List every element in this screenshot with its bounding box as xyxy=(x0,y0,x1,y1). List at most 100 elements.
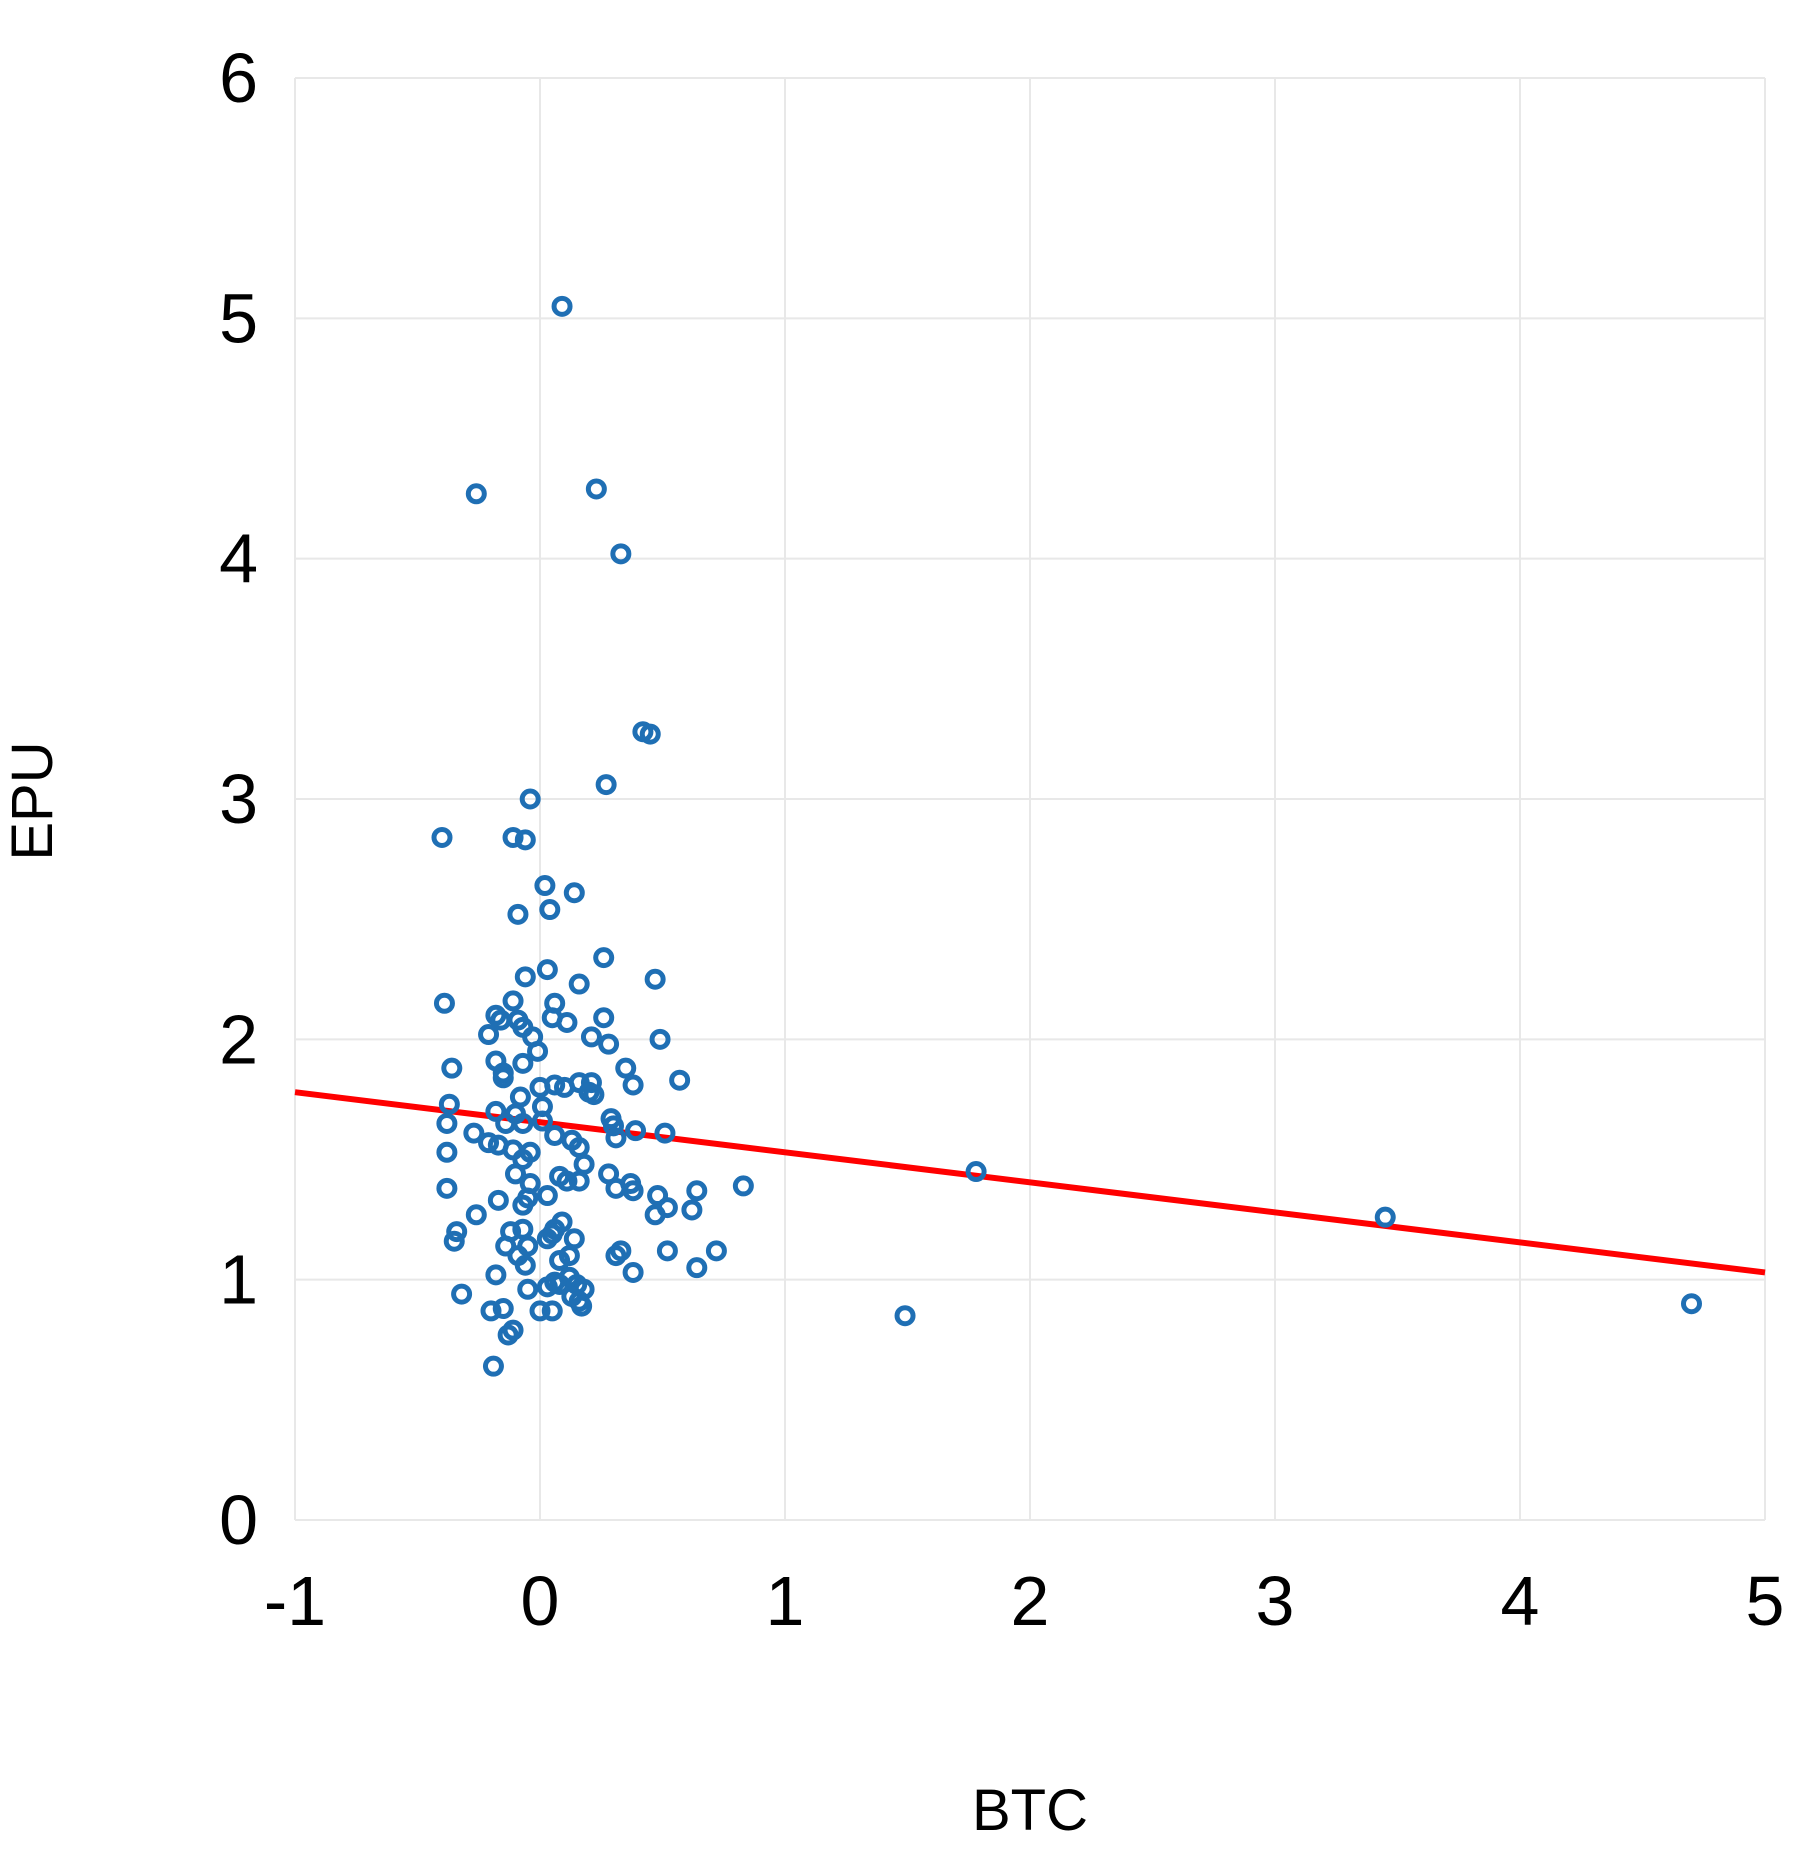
trendline-group xyxy=(294,1089,1766,1276)
data-point xyxy=(443,1230,465,1252)
data-point xyxy=(480,1300,502,1322)
data-point xyxy=(478,1132,500,1154)
y-tick-label: 3 xyxy=(219,760,258,838)
data-point xyxy=(451,1283,473,1305)
data-point xyxy=(519,788,541,810)
data-point xyxy=(625,1120,647,1142)
data-point xyxy=(505,1163,526,1185)
data-point xyxy=(610,543,632,565)
data-point xyxy=(507,903,529,925)
data-point xyxy=(438,1093,460,1115)
data-point xyxy=(654,1122,676,1144)
data-point xyxy=(478,1024,500,1046)
trendline xyxy=(294,1089,1766,1276)
data-point xyxy=(492,1298,514,1320)
data-point xyxy=(622,1180,644,1202)
data-point xyxy=(615,1057,637,1079)
data-point xyxy=(502,826,524,848)
data-point xyxy=(536,1185,558,1207)
y-axis-title: EPU xyxy=(0,741,65,860)
x-tick-label: 2 xyxy=(1011,1562,1050,1640)
data-point xyxy=(509,1086,531,1108)
data-point xyxy=(539,899,561,921)
data-point xyxy=(436,1141,458,1163)
data-point xyxy=(605,1245,627,1267)
data-point xyxy=(549,1249,571,1271)
data-point xyxy=(894,1305,916,1327)
data-point xyxy=(544,1124,566,1146)
data-point xyxy=(512,1112,534,1134)
data-point xyxy=(495,1112,517,1134)
data-point xyxy=(492,1067,514,1089)
data-point xyxy=(536,1276,558,1298)
data-point xyxy=(512,1218,534,1240)
y-tick-label: 5 xyxy=(219,279,258,357)
data-point xyxy=(495,1235,517,1257)
data-point xyxy=(502,990,524,1012)
data-point xyxy=(603,1115,624,1137)
data-points xyxy=(431,295,1702,1377)
data-point xyxy=(605,1127,627,1149)
data-point xyxy=(598,1033,620,1055)
y-tick-label: 4 xyxy=(219,520,258,598)
data-point xyxy=(593,1007,615,1029)
data-point xyxy=(482,1355,504,1377)
data-point xyxy=(644,968,666,990)
x-tick-label: -1 xyxy=(264,1562,326,1640)
x-tick-label: 0 xyxy=(521,1562,560,1640)
data-point xyxy=(556,1012,578,1034)
y-tick-label: 6 xyxy=(219,39,258,117)
data-point xyxy=(517,1278,539,1300)
data-point xyxy=(446,1221,468,1243)
data-point xyxy=(686,1257,708,1279)
x-tick-label: 4 xyxy=(1501,1562,1540,1640)
x-tick-label: 3 xyxy=(1256,1562,1295,1640)
data-point xyxy=(622,1074,644,1096)
gridlines xyxy=(294,77,1766,1521)
y-axis-ticks: 0 1 2 3 4 5 6 xyxy=(219,39,258,1559)
data-point xyxy=(583,1084,605,1106)
data-point xyxy=(647,1185,669,1207)
data-point xyxy=(644,1204,666,1226)
data-point xyxy=(1681,1293,1702,1315)
data-point xyxy=(639,723,661,745)
data-point xyxy=(436,1177,458,1199)
data-point xyxy=(580,1072,602,1094)
data-point xyxy=(541,1300,563,1322)
y-tick-label: 2 xyxy=(219,1000,258,1078)
data-point xyxy=(433,992,455,1014)
data-point xyxy=(527,1040,549,1062)
data-point xyxy=(563,882,585,904)
y-tick-label: 1 xyxy=(219,1241,258,1319)
data-point xyxy=(593,947,615,969)
data-point xyxy=(585,478,607,500)
data-point xyxy=(669,1069,691,1091)
x-axis-ticks: -1 0 1 2 3 4 5 xyxy=(264,1562,1785,1640)
data-point xyxy=(556,1170,578,1192)
data-point xyxy=(622,1261,644,1283)
data-point xyxy=(465,483,487,505)
data-point xyxy=(681,1199,703,1221)
data-point xyxy=(529,1300,551,1322)
data-point xyxy=(531,1110,553,1132)
data-point xyxy=(686,1180,708,1202)
data-point xyxy=(536,959,558,981)
data-point xyxy=(514,829,536,851)
data-point xyxy=(436,1112,458,1134)
data-point xyxy=(605,1177,627,1199)
data-point xyxy=(465,1204,487,1226)
data-point xyxy=(563,1228,585,1250)
data-point xyxy=(1374,1206,1396,1228)
data-point xyxy=(705,1240,727,1262)
data-point xyxy=(732,1175,754,1197)
x-tick-label: 1 xyxy=(766,1562,805,1640)
x-tick-label: 5 xyxy=(1746,1562,1785,1640)
data-point xyxy=(441,1057,463,1079)
data-point xyxy=(514,1254,536,1276)
data-point xyxy=(431,826,453,848)
data-point xyxy=(649,1028,671,1050)
data-point xyxy=(463,1122,485,1144)
data-point xyxy=(568,973,590,995)
data-point xyxy=(965,1161,987,1183)
